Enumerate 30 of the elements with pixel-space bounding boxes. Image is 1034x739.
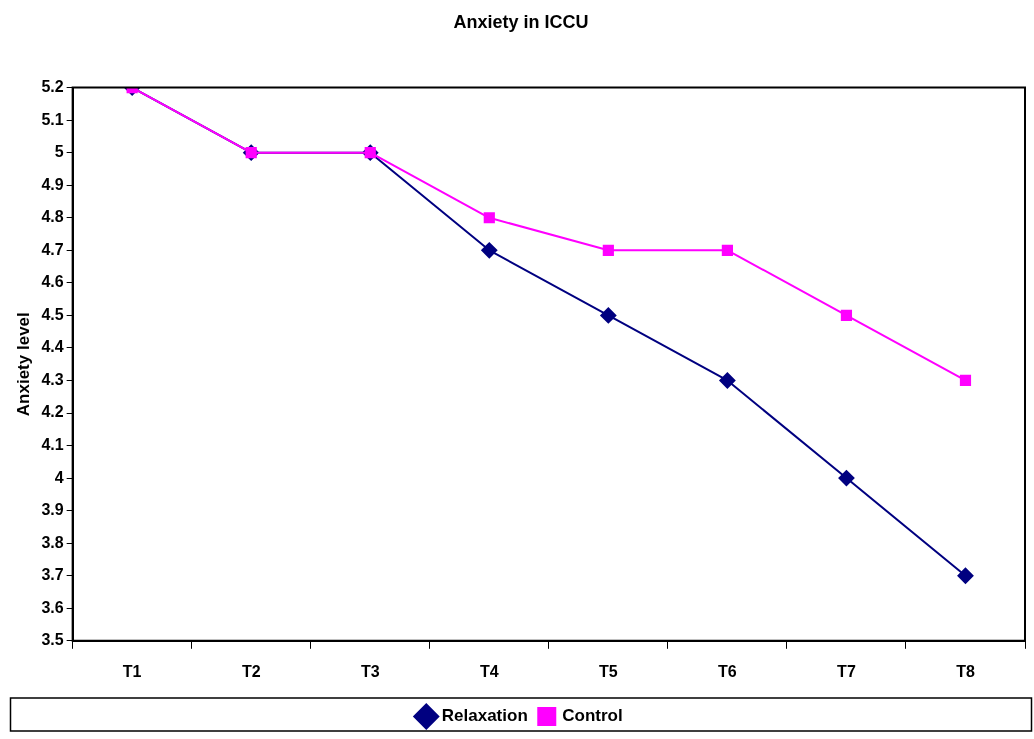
- y-tick-label: 3.7: [41, 566, 64, 584]
- y-tick-label: 3.9: [41, 501, 64, 519]
- y-tick-label: 3.6: [41, 598, 64, 616]
- y-tick-label: 4.9: [41, 175, 64, 193]
- x-tick-label: T2: [241, 662, 261, 680]
- y-tick-label: 4.6: [41, 273, 64, 291]
- y-tick-label: 4.7: [41, 240, 64, 258]
- y-tick-label: 3.5: [41, 631, 64, 649]
- y-tick-label: 3.8: [41, 533, 64, 551]
- y-tick-label: 5.1: [41, 110, 64, 128]
- x-tick-label: T7: [837, 662, 856, 680]
- y-tick-label: 4: [54, 468, 64, 486]
- y-tick-label: 4.5: [41, 305, 64, 323]
- legend-label: Relaxation: [441, 706, 528, 726]
- legend-label: Control: [562, 706, 623, 726]
- y-axis-title: Anxiety level: [13, 312, 33, 417]
- y-tick-label: 5: [54, 143, 64, 161]
- y-tick-label: 4.2: [41, 403, 64, 421]
- chart-title: Anxiety in ICCU: [453, 11, 589, 32]
- y-tick-label: 4.1: [41, 435, 64, 453]
- x-tick-label: T5: [599, 662, 618, 680]
- x-tick-label: T8: [956, 662, 975, 680]
- x-tick-label: T3: [360, 662, 380, 680]
- y-tick-label: 4.4: [41, 338, 64, 356]
- x-tick-label: T1: [122, 662, 142, 680]
- y-tick-label: 4.3: [41, 370, 64, 388]
- y-tick-label: 5.2: [41, 78, 64, 96]
- y-tick-label: 4.8: [41, 208, 64, 226]
- x-tick-label: T6: [718, 662, 737, 680]
- x-tick-label: T4: [479, 662, 499, 680]
